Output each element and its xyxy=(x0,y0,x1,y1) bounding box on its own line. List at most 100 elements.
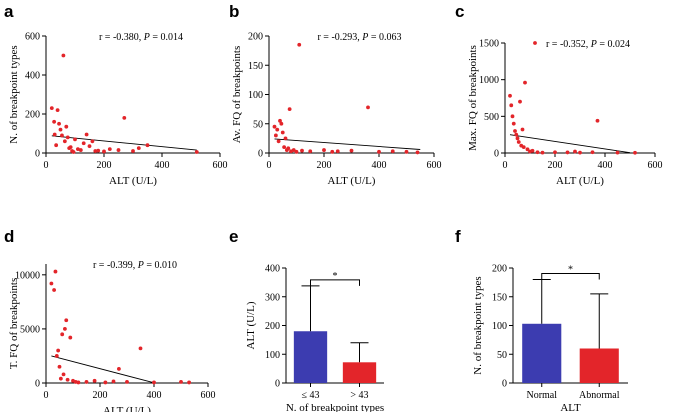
y-axis-title: Max. FQ of breakpoints xyxy=(467,45,479,151)
x-tick-label: 200 xyxy=(97,160,112,171)
data-point xyxy=(530,148,535,153)
y-tick-label: 0 xyxy=(502,379,507,390)
data-point xyxy=(64,124,69,129)
y-tick-label: 600 xyxy=(25,32,40,43)
stat-r: r = -0.380, xyxy=(99,32,144,43)
data-point xyxy=(55,108,60,112)
y-tick-label: 100 xyxy=(248,90,263,101)
x-tick-label: 600 xyxy=(201,390,216,401)
data-point xyxy=(57,364,62,369)
data-point xyxy=(540,150,545,155)
significance-marker: * xyxy=(568,265,573,276)
panel-e: e 0 100 200 300 400 ≤ 43 > 43 * N. of breakpoint … xyxy=(229,227,384,412)
stat-p-value: = 0.014 xyxy=(150,32,183,43)
y-tick-label: 0 xyxy=(35,379,40,390)
stat-p-label: P xyxy=(137,260,144,271)
data-point xyxy=(49,106,54,111)
data-point xyxy=(53,269,58,274)
stat-p-value: = 0.063 xyxy=(368,32,401,43)
x-tick-label: 400 xyxy=(155,160,170,171)
y-tick-label: 100 xyxy=(492,321,507,332)
data-point xyxy=(565,150,570,155)
data-point xyxy=(179,380,183,384)
trend-line xyxy=(509,134,631,154)
y-tick-label: 300 xyxy=(265,292,280,303)
y-tick-label: 200 xyxy=(492,264,507,275)
data-point xyxy=(272,124,277,129)
stat-annotation: r = -0.399, P = 0.010 xyxy=(93,260,177,271)
data-point xyxy=(578,150,582,155)
panel-f: f 0 50 100 150 200 Normal Abnormal * ALT N. of bre… xyxy=(455,227,628,412)
data-point xyxy=(633,150,637,155)
data-point xyxy=(52,288,56,292)
data-point xyxy=(73,137,77,142)
data-point xyxy=(62,139,67,144)
x-tick-label: 400 xyxy=(598,160,613,171)
x-tick-label: 400 xyxy=(147,390,162,401)
data-point xyxy=(68,335,73,340)
data-point xyxy=(49,281,54,286)
data-point xyxy=(187,380,192,385)
trend-line xyxy=(51,355,155,384)
x-tick-label: 600 xyxy=(648,160,663,171)
stat-annotation: r = -0.293, P = 0.063 xyxy=(317,32,401,43)
x-tick-label: ≤ 43 xyxy=(302,390,320,401)
data-point xyxy=(366,105,370,110)
y-tick-label: 100 xyxy=(265,350,280,361)
stat-r: r = -0.293, xyxy=(317,32,362,43)
data-point xyxy=(122,116,127,120)
x-tick-label: > 43 xyxy=(350,390,368,401)
data-point xyxy=(102,149,106,154)
x-axis-title: ALT (U/L) xyxy=(556,175,604,187)
data-point xyxy=(68,145,73,150)
panel-label: b xyxy=(229,2,239,21)
data-point xyxy=(286,146,291,151)
data-point xyxy=(297,42,302,47)
data-point xyxy=(404,149,409,154)
stat-r: r = -0.352, xyxy=(546,39,591,50)
data-point xyxy=(521,145,526,150)
data-point xyxy=(84,380,89,384)
data-point xyxy=(145,143,150,148)
y-axis-title: N. of breakpoint types xyxy=(472,276,484,374)
data-point xyxy=(65,135,70,140)
data-point xyxy=(308,149,313,154)
data-point xyxy=(116,148,121,152)
y-tick-label: 0 xyxy=(258,149,263,160)
panel-b: b 0 50 100 150 200 0 200 400 600 ALT (U/L) Av. FQ o… xyxy=(229,2,442,187)
data-point xyxy=(64,318,69,323)
y-tick-label: 200 xyxy=(248,32,263,43)
data-point xyxy=(138,346,143,351)
data-point xyxy=(330,149,335,154)
stat-r: r = -0.399, xyxy=(93,260,138,271)
data-point xyxy=(275,127,280,132)
x-tick-label: 0 xyxy=(267,160,272,171)
data-point xyxy=(279,121,284,126)
y-axis-title: ALT (U/L) xyxy=(245,301,257,349)
stat-p-label: P xyxy=(590,39,597,50)
x-axis-title: N. of breakpoint types xyxy=(286,402,384,412)
data-point xyxy=(93,149,98,153)
panel-label: d xyxy=(4,227,14,246)
data-point xyxy=(533,41,537,45)
panel-a: a 0 200 400 600 0 200 400 600 ALT (U/L) N. of brea… xyxy=(4,2,228,187)
y-axis-title: Av. FQ of breakpoints xyxy=(231,46,243,143)
y-tick-label: 0 xyxy=(494,149,499,160)
bar xyxy=(342,362,377,383)
data-point xyxy=(349,148,354,153)
data-point xyxy=(71,150,76,154)
trend-line xyxy=(274,138,421,150)
significance-marker: * xyxy=(333,271,338,282)
trend-line xyxy=(51,135,197,151)
y-tick-label: 400 xyxy=(265,264,280,275)
y-tick-label: 150 xyxy=(492,292,507,303)
y-axis-title: T. FQ of breakpoints xyxy=(8,278,20,369)
stat-p-value: = 0.024 xyxy=(597,39,630,50)
data-point xyxy=(525,147,530,152)
data-point xyxy=(152,380,156,385)
y-tick-label: 150 xyxy=(248,61,263,72)
panel-label: c xyxy=(455,2,464,21)
significance-bracket xyxy=(310,279,360,286)
y-tick-label: 1500 xyxy=(479,39,499,50)
bar xyxy=(579,348,619,383)
